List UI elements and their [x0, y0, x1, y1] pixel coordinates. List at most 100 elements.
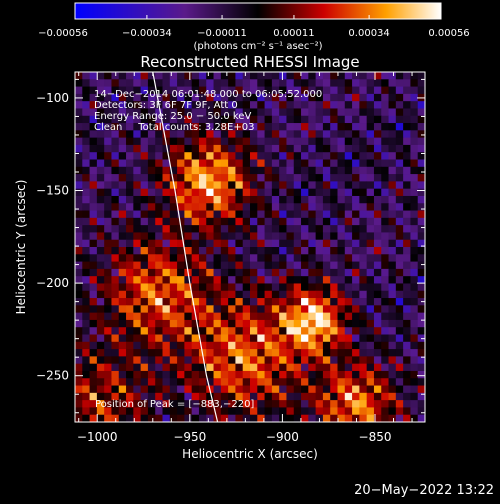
heatmap-cell	[279, 378, 287, 386]
heatmap-cell	[352, 86, 360, 95]
heatmap-cell	[235, 152, 244, 160]
heatmap-cell	[417, 305, 425, 314]
heatmap-cell	[279, 188, 287, 197]
heatmap-cell	[381, 137, 389, 146]
heatmap-cell	[184, 130, 193, 139]
heatmap-cell	[111, 378, 120, 386]
heatmap-cell	[373, 305, 382, 314]
heatmap-cell	[206, 232, 214, 241]
heatmap-cell	[403, 188, 411, 197]
heatmap-cell	[111, 203, 120, 211]
heatmap-cell	[155, 174, 163, 182]
heatmap-cell	[126, 130, 134, 139]
heatmap-cell	[293, 305, 302, 314]
heatmap-cell	[279, 385, 287, 394]
heatmap-cell	[293, 144, 302, 153]
heatmap-cell	[220, 370, 229, 379]
heatmap-cell	[89, 152, 98, 160]
heatmap-cell	[118, 268, 127, 277]
heatmap-cell	[126, 254, 134, 262]
heatmap-cell	[337, 159, 346, 168]
heatmap-cell	[395, 203, 404, 211]
heatmap-cell	[96, 225, 105, 233]
heatmap-cell	[75, 356, 83, 365]
heatmap-cell	[315, 247, 324, 255]
heatmap-cell	[213, 370, 222, 379]
heatmap-cell	[308, 181, 317, 190]
heatmap-cell	[162, 305, 171, 314]
heatmap-cell	[242, 356, 251, 365]
heatmap-cell	[301, 225, 309, 233]
heatmap-cell	[322, 290, 331, 299]
heatmap-cell	[213, 268, 222, 277]
heatmap-cell	[250, 239, 258, 248]
heatmap-cell	[315, 327, 324, 335]
heatmap-cell	[308, 349, 317, 357]
heatmap-cell	[111, 334, 120, 343]
heatmap-cell	[147, 225, 156, 233]
heatmap-cell	[308, 247, 317, 255]
heatmap-cell	[169, 290, 178, 299]
heatmap-cell	[104, 363, 112, 372]
heatmap-cell	[198, 414, 207, 422]
heatmap-cell	[96, 327, 105, 335]
heatmap-cell	[104, 414, 112, 422]
heatmap-cell	[133, 159, 142, 168]
heatmap-cell	[271, 130, 280, 139]
heatmap-cell	[177, 115, 185, 124]
heatmap-cell	[206, 312, 214, 321]
heatmap-cell	[352, 225, 360, 233]
heatmap-cell	[315, 137, 324, 146]
heatmap-cell	[330, 283, 338, 292]
heatmap-cell	[373, 283, 382, 292]
heatmap-cell	[322, 268, 331, 277]
heatmap-cell	[271, 144, 280, 153]
heatmap-cell	[315, 385, 324, 394]
heatmap-cell	[301, 341, 309, 350]
heatmap-cell	[220, 144, 229, 153]
heatmap-cell	[344, 144, 353, 153]
heatmap-cell	[75, 210, 83, 219]
heatmap-cell	[89, 414, 98, 422]
heatmap-cell	[271, 210, 280, 219]
heatmap-cell	[308, 254, 317, 262]
heatmap-cell	[264, 159, 273, 168]
heatmap-cell	[257, 72, 265, 80]
heatmap-cell	[403, 363, 411, 372]
heatmap-cell	[417, 392, 425, 401]
heatmap-cell	[344, 101, 353, 109]
heatmap-cell	[147, 181, 156, 190]
heatmap-cell	[271, 225, 280, 233]
heatmap-cell	[96, 166, 105, 175]
heatmap-cell	[140, 86, 149, 95]
heatmap-cell	[198, 239, 207, 248]
heatmap-cell	[308, 305, 317, 314]
heatmap-cell	[417, 108, 425, 117]
heatmap-cell	[126, 137, 134, 146]
heatmap-cell	[162, 247, 171, 255]
heatmap-cell	[403, 268, 411, 277]
heatmap-cell	[381, 341, 389, 350]
heatmap-cell	[403, 341, 411, 350]
heatmap-cell	[330, 195, 338, 204]
heatmap-cell	[250, 159, 258, 168]
heatmap-cell	[220, 181, 229, 190]
heatmap-cell	[403, 108, 411, 117]
heatmap-cell	[344, 392, 353, 401]
heatmap-cell	[366, 298, 375, 306]
heatmap-cell	[147, 327, 156, 335]
heatmap-cell	[388, 378, 397, 386]
heatmap-cell	[118, 407, 127, 416]
heatmap-cell	[206, 181, 214, 190]
heatmap-cell	[264, 298, 273, 306]
heatmap-cell	[111, 166, 120, 175]
heatmap-cell	[228, 334, 236, 343]
heatmap-cell	[388, 254, 397, 262]
heatmap-cell	[198, 217, 207, 226]
heatmap-cell	[264, 115, 273, 124]
heatmap-cell	[235, 137, 244, 146]
heatmap-cell	[242, 166, 251, 175]
heatmap-cell	[242, 101, 251, 109]
heatmap-cell	[118, 356, 127, 365]
heatmap-cell	[206, 319, 214, 328]
